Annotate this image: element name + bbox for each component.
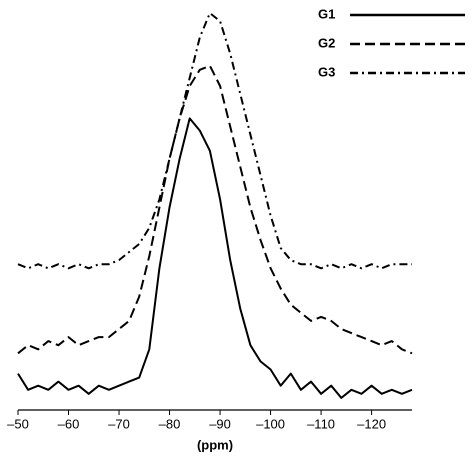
x-tick-label: –100 [256, 416, 285, 431]
legend-label: G3 [318, 64, 335, 79]
x-tick-label: –110 [307, 416, 335, 431]
series-line [17, 12, 412, 270]
x-tick-label: –90 [209, 416, 231, 431]
x-tick-label: –80 [159, 416, 181, 431]
x-tick-label: –60 [58, 416, 80, 431]
x-tick-label: –50 [7, 416, 29, 431]
legend-label: G2 [318, 35, 335, 50]
x-tick-label: –70 [108, 416, 130, 431]
series-line [17, 64, 413, 355]
x-axis-label: (ppm) [197, 437, 233, 452]
series-line [17, 117, 413, 399]
legend-label: G1 [318, 6, 335, 21]
x-tick-label: –120 [357, 416, 386, 431]
